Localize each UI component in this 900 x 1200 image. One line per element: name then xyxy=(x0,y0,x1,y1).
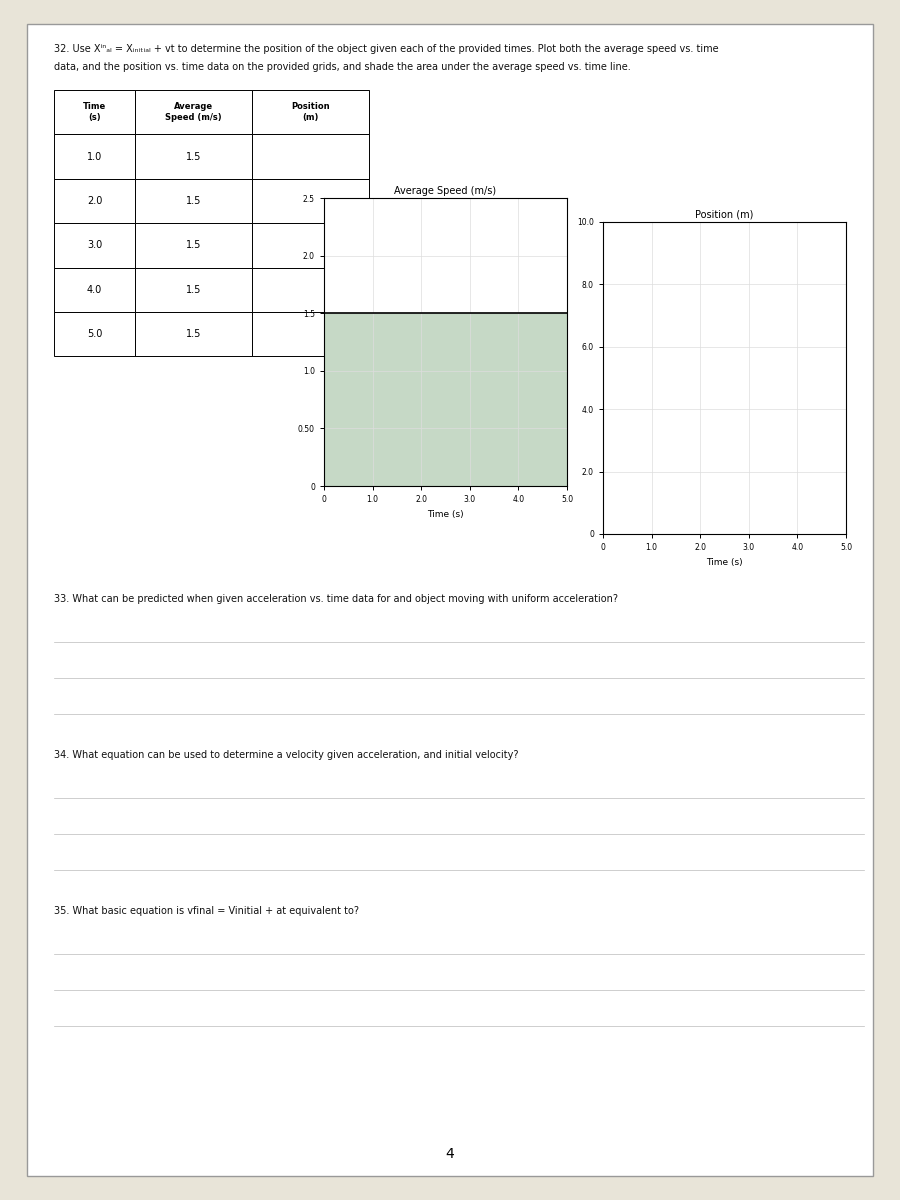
Text: 35. What basic equation is vfinal = Vinitial + at equivalent to?: 35. What basic equation is vfinal = Vini… xyxy=(54,906,359,916)
Text: 1.5: 1.5 xyxy=(185,196,202,206)
Bar xyxy=(252,90,369,134)
X-axis label: Time (s): Time (s) xyxy=(428,510,464,518)
Text: Time
(s): Time (s) xyxy=(83,102,106,122)
Text: 32. Use Xⁱⁿₐₗ = Xᵢₙᵢₜᵢₐₗ + vt to determine the position of the object given each: 32. Use Xⁱⁿₐₗ = Xᵢₙᵢₜᵢₐₗ + vt to determi… xyxy=(54,44,718,54)
Text: 1.0: 1.0 xyxy=(87,151,102,162)
Text: 5.0: 5.0 xyxy=(86,329,103,340)
Bar xyxy=(252,268,369,312)
Bar xyxy=(54,179,135,223)
Text: 3.0: 3.0 xyxy=(87,240,102,251)
X-axis label: Time (s): Time (s) xyxy=(706,558,742,566)
Bar xyxy=(54,223,135,268)
Text: data, and the position vs. time data on the provided grids, and shade the area u: data, and the position vs. time data on … xyxy=(54,62,631,72)
Bar xyxy=(135,90,252,134)
Text: 4.0: 4.0 xyxy=(87,284,102,295)
Text: Average
Speed (m/s): Average Speed (m/s) xyxy=(166,102,221,122)
Bar xyxy=(252,312,369,356)
Text: 1.5: 1.5 xyxy=(185,240,202,251)
Text: 1.5: 1.5 xyxy=(185,329,202,340)
Text: 33. What can be predicted when given acceleration vs. time data for and object m: 33. What can be predicted when given acc… xyxy=(54,594,618,604)
Title: Average Speed (m/s): Average Speed (m/s) xyxy=(394,186,497,196)
Bar xyxy=(54,90,135,134)
Bar xyxy=(135,223,252,268)
Bar xyxy=(54,134,135,179)
Title: Position (m): Position (m) xyxy=(696,210,753,220)
Bar xyxy=(252,134,369,179)
Text: 1.5: 1.5 xyxy=(185,151,202,162)
Text: 2.0: 2.0 xyxy=(86,196,103,206)
Bar xyxy=(54,268,135,312)
Bar xyxy=(54,312,135,356)
Text: 1.5: 1.5 xyxy=(185,284,202,295)
Text: 34. What equation can be used to determine a velocity given acceleration, and in: 34. What equation can be used to determi… xyxy=(54,750,518,760)
Text: 4: 4 xyxy=(446,1147,454,1162)
Bar xyxy=(135,268,252,312)
Bar xyxy=(135,134,252,179)
Bar xyxy=(135,312,252,356)
Bar xyxy=(135,179,252,223)
Text: Position
(m): Position (m) xyxy=(292,102,329,122)
Bar xyxy=(252,179,369,223)
Bar xyxy=(252,223,369,268)
